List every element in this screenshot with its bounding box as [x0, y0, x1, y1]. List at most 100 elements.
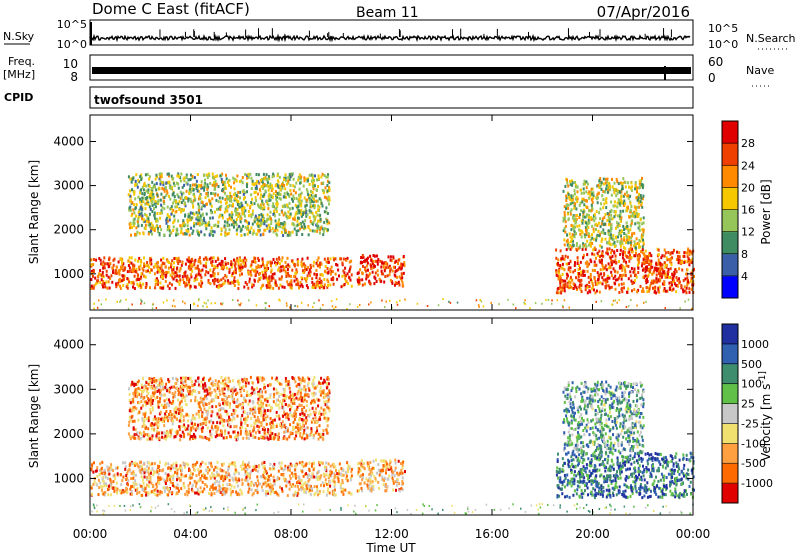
colorbar-tick-label: 20: [741, 181, 755, 194]
scatter-cell: [206, 187, 209, 191]
scatter-cell: [303, 179, 306, 183]
scatter-cell: [146, 460, 149, 464]
scatter-cell: [589, 258, 592, 262]
scatter-cell: [170, 466, 173, 470]
scatter-cell: [280, 265, 283, 269]
scatter-cell: [618, 190, 621, 194]
scatter-cell: [609, 188, 612, 192]
scatter-cell: [252, 229, 255, 233]
scatter-cell: [403, 264, 406, 268]
scatter-cell: [603, 202, 606, 206]
scatter-cell: [249, 272, 252, 276]
scatter-cell: [226, 195, 229, 199]
scatter-cell: [364, 269, 367, 273]
scatter-cell: [394, 283, 396, 287]
scatter-cell: [198, 218, 201, 222]
scatter-cell: [686, 268, 689, 272]
scatter-cell: [260, 206, 263, 210]
scatter-cell: [416, 302, 419, 305]
scatter-cell: [272, 230, 275, 234]
scatter-cell: [593, 277, 596, 281]
scatter-cell: [665, 263, 668, 267]
scatter-cell: [313, 184, 316, 188]
y-tick-label: 1000: [53, 267, 84, 281]
scatter-cell: [180, 229, 183, 233]
scatter-cell: [475, 299, 478, 302]
scatter-cell: [168, 287, 171, 290]
scatter-cell: [222, 183, 224, 186]
scatter-cell: [145, 184, 148, 188]
scatter-cell: [320, 201, 323, 205]
scatter-cell: [237, 264, 240, 268]
scatter-cell: [670, 281, 673, 284]
scatter-cell: [100, 303, 103, 306]
scatter-cell: [153, 213, 156, 217]
scatter-cell: [310, 266, 312, 270]
scatter-cell: [254, 260, 257, 264]
scatter-cell: [601, 220, 604, 224]
scatter-cell: [328, 202, 330, 206]
scatter-cell: [275, 224, 278, 228]
scatter-cell: [524, 303, 526, 305]
scatter-cell: [598, 249, 601, 253]
scatter-cell: [312, 283, 315, 287]
scatter-cell: [643, 262, 646, 266]
scatter-cell: [559, 264, 562, 267]
scatter-cell: [630, 243, 633, 247]
scatter-cell: [234, 468, 237, 472]
scatter-cell: [191, 174, 194, 178]
scatter-cell: [220, 266, 223, 270]
scatter-cell: [224, 279, 227, 283]
scatter-cell: [133, 190, 136, 194]
scatter-cell: [186, 219, 189, 223]
scatter-cell: [317, 256, 320, 260]
scatter-cell: [620, 286, 623, 290]
scatter-cell: [348, 260, 351, 264]
scatter-cell: [324, 265, 327, 268]
scatter-cell: [240, 264, 243, 268]
scatter-cell: [580, 284, 583, 287]
scatter-cell: [317, 177, 320, 181]
scatter-cell: [262, 232, 265, 236]
scatter-cell: [299, 222, 302, 225]
scatter-cell: [94, 469, 97, 473]
scatter-cell: [135, 473, 137, 477]
scatter-cell: [184, 492, 187, 496]
scatter-cell: [148, 480, 151, 484]
scatter-cell: [364, 258, 367, 262]
scatter-cell: [645, 300, 647, 303]
scatter-cell: [290, 192, 293, 196]
scatter-cell: [128, 280, 131, 284]
scatter-cell: [448, 300, 450, 303]
scatter-cell: [257, 224, 260, 228]
scatter-cell: [139, 469, 142, 472]
scatter-cell: [255, 187, 258, 191]
scatter-cell: [311, 174, 314, 177]
scatter-cell: [555, 248, 558, 252]
scatter-cell: [612, 299, 615, 302]
scatter-cell: [618, 202, 621, 206]
scatter-cell: [168, 490, 171, 494]
scatter-cell: [270, 222, 273, 226]
scatter-cell: [253, 220, 256, 224]
scatter-cell: [140, 464, 143, 468]
scatter-cell: [569, 244, 572, 247]
scatter-cell: [295, 283, 298, 287]
scatter-cell: [640, 250, 643, 253]
scatter-cell: [141, 192, 144, 196]
scatter-cell: [273, 209, 276, 213]
scatter-cell: [630, 188, 633, 192]
scatter-cell: [185, 189, 188, 193]
scatter-cell: [166, 205, 169, 209]
scatter-cell: [159, 211, 162, 215]
scatter-cell: [630, 236, 633, 240]
scatter-cell: [592, 237, 595, 241]
scatter-cell: [298, 461, 301, 465]
scatter-cell: [206, 484, 208, 488]
scatter-cell: [148, 212, 151, 216]
scatter-cell: [163, 233, 166, 237]
scatter-cell: [268, 478, 271, 482]
scatter-cell: [272, 205, 275, 209]
scatter-cell: [223, 224, 226, 228]
scatter-cell: [384, 262, 387, 266]
